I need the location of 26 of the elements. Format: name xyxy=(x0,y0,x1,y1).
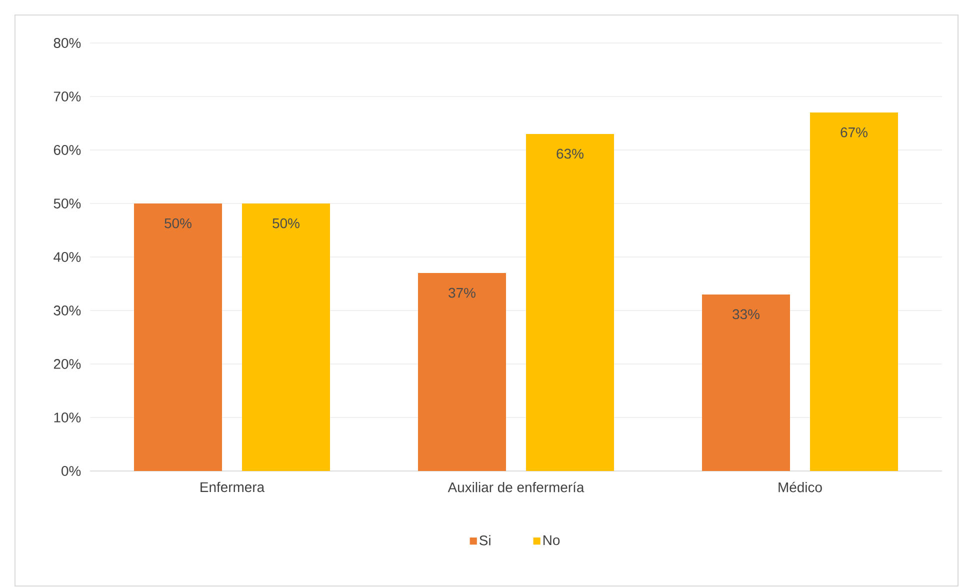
y-tick-label: 70% xyxy=(54,92,81,102)
y-tick-label: 20% xyxy=(54,359,81,369)
y-tick-label: 60% xyxy=(54,145,81,155)
y-tick-label: 80% xyxy=(54,38,81,48)
bar xyxy=(702,294,790,471)
data-label: 63% xyxy=(556,148,584,159)
bar xyxy=(810,112,898,471)
data-label: 67% xyxy=(840,127,868,138)
bar xyxy=(418,273,506,471)
data-label: 50% xyxy=(164,218,192,228)
bar xyxy=(526,134,614,471)
data-label: 33% xyxy=(732,309,760,320)
y-tick-label: 30% xyxy=(54,306,81,316)
bar xyxy=(242,204,330,471)
legend-label: Si xyxy=(480,535,490,546)
x-tick-label: Auxiliar de enfermería xyxy=(448,482,584,492)
x-tick-label: Médico xyxy=(778,482,822,492)
y-tick-label: 10% xyxy=(54,412,81,422)
data-label: 50% xyxy=(272,218,300,228)
y-tick-label: 50% xyxy=(54,198,81,208)
y-tick-label: 0% xyxy=(62,466,81,476)
legend-label: No xyxy=(544,535,560,546)
x-tick-label: Enfermera xyxy=(200,482,265,492)
bar xyxy=(134,204,222,471)
data-label: 37% xyxy=(448,288,476,298)
y-tick-label: 40% xyxy=(54,252,81,262)
